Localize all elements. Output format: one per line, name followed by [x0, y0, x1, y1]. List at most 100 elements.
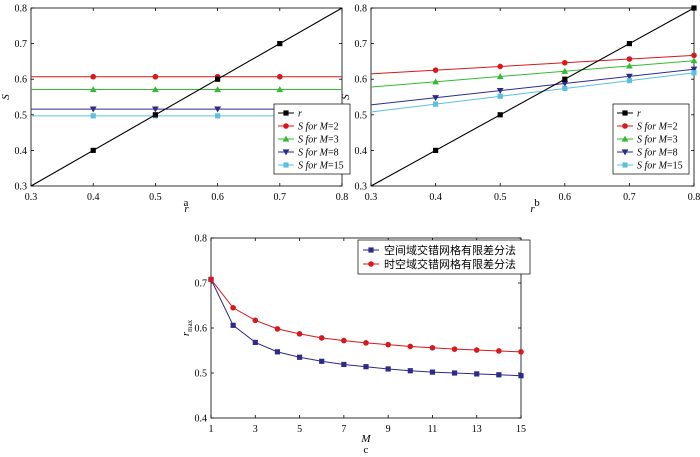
x-tick-label: 11: [428, 424, 438, 435]
data-point: [518, 349, 524, 355]
data-point: [561, 80, 569, 87]
data-point: [562, 59, 568, 66]
y-tick-label: 0.4: [195, 414, 208, 425]
legend-label: S for M=8: [298, 148, 339, 159]
legend-marker: [368, 261, 374, 267]
data-point: [626, 41, 632, 47]
legend-marker: [282, 135, 290, 142]
x-tick-label: 0.8: [688, 192, 700, 203]
data-point: [473, 347, 480, 353]
legend-box: [357, 239, 531, 275]
legend-label-main: S for M: [298, 148, 329, 159]
series-2: [370, 57, 698, 88]
data-point: [562, 85, 568, 92]
y-tick-label: 0.8: [355, 4, 368, 15]
data-point: [562, 76, 568, 82]
series-2: [31, 86, 342, 93]
legend-label: r: [298, 109, 302, 120]
chart-panel-a: 0.3 0.4 0.5 0.6 0.7 0.80.30.40.50.60.70.8rSar…: [0, 4, 351, 215]
data-point: [432, 78, 439, 85]
legend-marker: [621, 149, 629, 156]
data-point: [89, 106, 97, 113]
series-1: [208, 276, 524, 355]
legend-label-main: S for M: [637, 135, 668, 146]
data-point: [451, 370, 458, 376]
x-tick-label: 5: [297, 424, 302, 435]
y-axis-label: S: [0, 94, 12, 100]
data-point: [626, 73, 633, 80]
series-0: [30, 7, 343, 187]
x-tick-label: 0.8: [336, 192, 349, 203]
series-1: [31, 73, 342, 80]
series-line: [210, 279, 522, 377]
x-tick-label: 9: [386, 424, 391, 435]
chart-panel-c: 1 3 5 7 9 11 13 150.40.50.60.70.8Mrmaxc空间域交错网格有…: [180, 234, 531, 456]
chart-panel-b: 0.3 0.4 0.5 0.6 0.7 0.80.30.40.50.60.70.8rSbr…: [340, 4, 700, 216]
legend-label-suffix: =8: [328, 148, 339, 159]
legend-label-main: S for M: [298, 122, 329, 133]
data-point: [152, 112, 158, 118]
data-point: [152, 86, 159, 93]
series-line: [370, 72, 695, 113]
legend-label: S for M=3: [637, 135, 678, 146]
data-point: [496, 348, 502, 354]
data-point: [89, 86, 97, 93]
data-point: [407, 368, 413, 374]
data-point: [690, 66, 698, 73]
data-point: [296, 354, 303, 360]
y-tick-label: 0.5: [195, 369, 208, 380]
series-line: [370, 7, 695, 187]
data-point: [363, 340, 369, 346]
series-0: [370, 5, 697, 187]
data-point: [341, 337, 347, 344]
x-tick-label: 3: [253, 424, 258, 435]
legend-label: r: [637, 109, 641, 120]
data-point: [561, 67, 569, 74]
data-point: [277, 73, 283, 80]
legend-label-main: S for M: [298, 161, 329, 172]
x-tick-label: 0.7: [274, 192, 287, 203]
data-point: [276, 86, 284, 93]
legend-label-suffix: =3: [328, 135, 339, 146]
data-point: [277, 41, 283, 47]
y-tick-label: 0.6: [195, 324, 208, 335]
panel-label: b: [534, 197, 540, 209]
data-point: [496, 87, 504, 94]
y-tick-label: 0.4: [15, 146, 28, 157]
series-1: [370, 52, 697, 75]
data-point: [496, 73, 504, 80]
x-tick-label: 15: [516, 424, 526, 435]
x-tick-label: 0.3: [365, 192, 378, 203]
x-tick-label: 0.7: [623, 192, 636, 203]
data-point: [296, 331, 303, 337]
legend-label-main: S for M: [637, 161, 668, 172]
data-point: [215, 76, 221, 82]
x-tick-label: 0.3: [25, 192, 38, 203]
x-tick-label: 13: [472, 424, 482, 435]
data-point: [433, 147, 439, 153]
data-point: [274, 349, 281, 355]
y-tick-label: 0.6: [15, 75, 28, 86]
legend-label-suffix: =2: [667, 122, 678, 133]
data-point: [90, 147, 96, 153]
series-3: [370, 66, 698, 106]
x-axis-label: M: [360, 433, 371, 445]
legend-label: S for M=2: [298, 122, 339, 133]
legend-label-main: S for M: [637, 148, 668, 159]
legend-label: S for M=15: [298, 161, 344, 172]
legend-marker: [621, 135, 629, 142]
legend-label-suffix: =2: [328, 122, 339, 133]
data-point: [690, 57, 698, 64]
legend-marker: [622, 123, 628, 129]
y-tick-label: 0.3: [15, 182, 28, 193]
data-point: [626, 56, 633, 62]
panel-label: a: [184, 197, 189, 209]
y-tick-label: 0.8: [15, 4, 28, 15]
x-tick-label: 0.6: [211, 192, 224, 203]
y-tick-label: 0.5: [355, 110, 368, 121]
y-tick-label: 0.7: [15, 39, 28, 50]
series-0: [208, 276, 524, 379]
data-point: [152, 106, 159, 113]
legend-label: S for M=3: [298, 135, 339, 146]
